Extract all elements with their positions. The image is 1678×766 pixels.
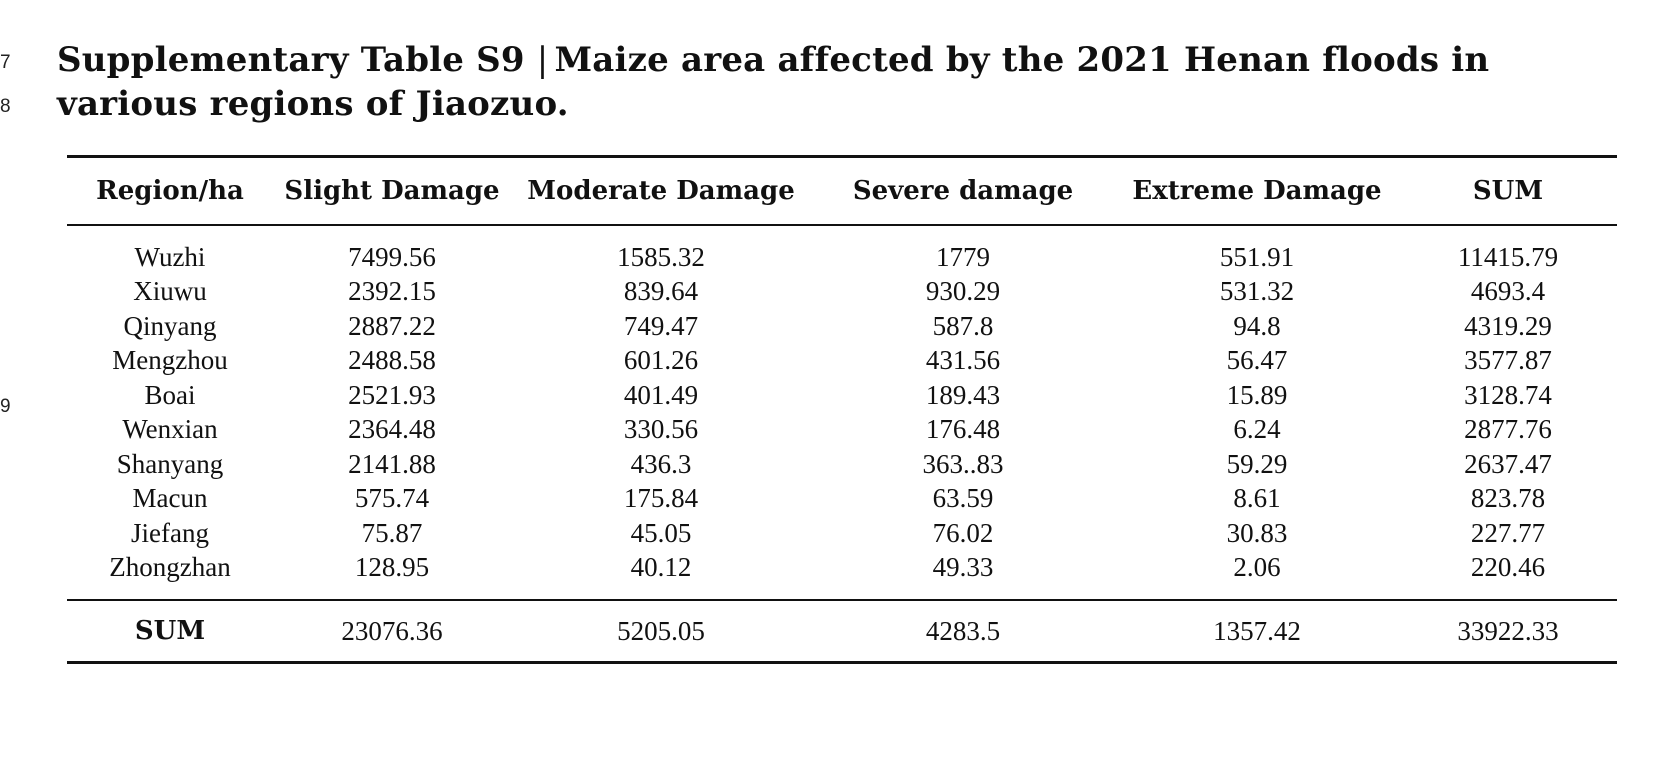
- value-cell: 56.47: [1226, 345, 1288, 376]
- table-row: Qinyang 2887.22 749.47 587.8 94.8 4319.29: [67, 309, 1617, 344]
- value-cell: 2364.48: [348, 414, 436, 445]
- value-cell: 2521.93: [348, 379, 436, 410]
- region-name-cell: Zhongzhan: [109, 552, 231, 583]
- column-header: Severe damage: [811, 155, 1115, 226]
- table-caption-separator: |: [536, 40, 549, 80]
- table-body: Wuzhi 7499.56 1585.32 1779 551.91 11415.79 Xiu…: [67, 225, 1617, 600]
- value-cell: 75.87: [361, 517, 423, 548]
- table-header: Region/ha Slight Damage Moderate Damage Sev…: [67, 155, 1617, 226]
- value-cell: 2887.22: [348, 310, 436, 341]
- region-name-cell: Macun: [132, 483, 208, 514]
- sum-label-cell: SUM: [67, 599, 273, 664]
- value-cell: 823.78: [1470, 483, 1546, 514]
- line-number-9: 9: [0, 396, 11, 417]
- region-name-cell: Mengzhou: [112, 345, 228, 376]
- value-cell: 2392.15: [348, 276, 436, 307]
- line-number-8: 8: [0, 96, 11, 117]
- value-cell: 7499.56: [348, 241, 436, 272]
- column-header: SUM: [1399, 155, 1617, 226]
- column-header: Slight Damage: [273, 155, 511, 226]
- value-cell: 575.74: [354, 483, 430, 514]
- value-cell: 330.56: [623, 414, 699, 445]
- value-cell: 176.48: [925, 414, 1001, 445]
- value-cell: 6.24: [1233, 414, 1281, 445]
- region-name-cell: Wenxian: [122, 414, 218, 445]
- table-footer: SUM 23076.36 5205.05 4283.5 1357.42 33922.33: [67, 599, 1617, 664]
- value-cell: 531.32: [1219, 276, 1295, 307]
- value-cell: 431.56: [925, 345, 1001, 376]
- column-header: Moderate Damage: [511, 155, 811, 226]
- value-cell: 175.84: [623, 483, 699, 514]
- sum-value-cell: 23076.36: [273, 599, 511, 664]
- column-header: Extreme Damage: [1115, 155, 1399, 226]
- sum-value-cell: 4283.5: [811, 599, 1115, 664]
- table-row: Shanyang 2141.88 436.3 363..83 59.29 2637.47: [67, 447, 1617, 482]
- sum-value-cell: 1357.42: [1115, 599, 1399, 664]
- table-caption-text-line2: various regions of Jiaozuo.: [57, 84, 569, 124]
- value-cell: 4319.29: [1464, 310, 1552, 341]
- value-cell: 2141.88: [348, 448, 436, 479]
- value-cell: 40.12: [630, 552, 692, 583]
- value-cell: 363..83: [922, 448, 1004, 479]
- value-cell: 8.61: [1233, 483, 1281, 514]
- damage-table: Region/ha Slight Damage Moderate Damage Sev…: [67, 155, 1617, 664]
- line-number-7: 7: [0, 52, 11, 73]
- value-cell: 63.59: [932, 483, 994, 514]
- sum-value-cell: 5205.05: [511, 599, 811, 664]
- value-cell: 930.29: [925, 276, 1001, 307]
- value-cell: 189.43: [925, 379, 1001, 410]
- value-cell: 1585.32: [617, 241, 705, 272]
- region-name-cell: Jiefang: [131, 517, 209, 548]
- value-cell: 551.91: [1219, 241, 1295, 272]
- region-name-cell: Xiuwu: [133, 276, 207, 307]
- table-row: Wenxian 2364.48 330.56 176.48 6.24 2877.76: [67, 413, 1617, 448]
- table-row: Macun 575.74 175.84 63.59 8.61 823.78: [67, 482, 1617, 517]
- sum-row: SUM 23076.36 5205.05 4283.5 1357.42 33922.33: [67, 599, 1617, 664]
- value-cell: 227.77: [1470, 517, 1546, 548]
- table-row: Xiuwu 2392.15 839.64 930.29 531.32 4693.4: [67, 275, 1617, 310]
- value-cell: 49.33: [932, 552, 994, 583]
- value-cell: 587.8: [932, 310, 994, 341]
- value-cell: 15.89: [1226, 379, 1288, 410]
- header-row: Region/ha Slight Damage Moderate Damage Sev…: [67, 155, 1617, 226]
- value-cell: 94.8: [1233, 310, 1281, 341]
- region-name-cell: Wuzhi: [134, 241, 206, 272]
- table-row: Boai 2521.93 401.49 189.43 15.89 3128.74: [67, 378, 1617, 413]
- region-name-cell: Shanyang: [116, 448, 224, 479]
- value-cell: 76.02: [932, 517, 994, 548]
- value-cell: 128.95: [354, 552, 430, 583]
- value-cell: 4693.4: [1470, 276, 1546, 307]
- value-cell: 11415.79: [1457, 241, 1559, 272]
- value-cell: 2637.47: [1464, 448, 1552, 479]
- value-cell: 839.64: [623, 276, 699, 307]
- value-cell: 3577.87: [1464, 345, 1552, 376]
- column-header: Region/ha: [67, 155, 273, 226]
- value-cell: 436.3: [630, 448, 692, 479]
- value-cell: 220.46: [1470, 552, 1546, 583]
- value-cell: 2877.76: [1464, 414, 1552, 445]
- table-row: Mengzhou 2488.58 601.26 431.56 56.47 3577.87: [67, 344, 1617, 379]
- value-cell: 45.05: [630, 517, 692, 548]
- value-cell: 3128.74: [1464, 379, 1552, 410]
- sum-value-cell: 33922.33: [1399, 599, 1617, 664]
- table-row: Wuzhi 7499.56 1585.32 1779 551.91 11415.79: [67, 225, 1617, 275]
- value-cell: 2.06: [1233, 552, 1281, 583]
- table-caption: Supplementary Table S9 | Maize area affect…: [57, 38, 1637, 126]
- region-name-cell: Qinyang: [123, 310, 217, 341]
- table-caption-text-line1: Maize area affected by the 2021 Henan fl…: [554, 40, 1490, 80]
- value-cell: 2488.58: [348, 345, 436, 376]
- value-cell: 401.49: [623, 379, 699, 410]
- region-name-cell: Boai: [144, 379, 196, 410]
- value-cell: 601.26: [623, 345, 699, 376]
- value-cell: 1779: [936, 241, 990, 272]
- value-cell: 30.83: [1226, 517, 1288, 548]
- table-row: Zhongzhan 128.95 40.12 49.33 2.06 220.46: [67, 551, 1617, 601]
- table-caption-label: Supplementary Table S9: [57, 40, 525, 80]
- value-cell: 749.47: [623, 310, 699, 341]
- table-row: Jiefang 75.87 45.05 76.02 30.83 227.77: [67, 516, 1617, 551]
- value-cell: 59.29: [1226, 448, 1288, 479]
